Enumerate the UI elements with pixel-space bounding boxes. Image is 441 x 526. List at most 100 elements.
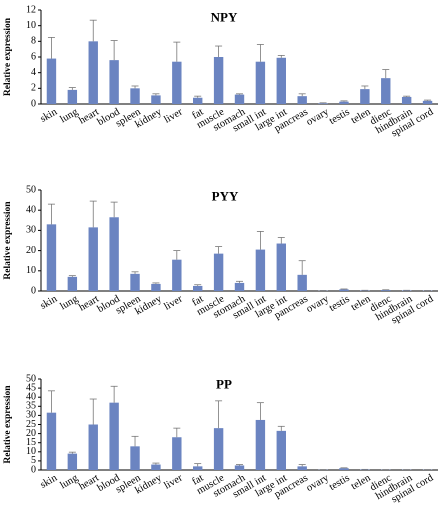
y-tick-label: 10: [26, 265, 36, 276]
x-category-label: skin: [38, 472, 59, 491]
bar: [151, 95, 161, 104]
bar: [422, 100, 433, 104]
bar: [339, 468, 349, 470]
bar-group: testis: [327, 467, 352, 493]
bar-group: heart: [77, 398, 101, 493]
y-tick-label: 20: [26, 245, 36, 256]
bar-group: fat: [190, 95, 205, 122]
bar: [276, 243, 286, 291]
y-tick-label: 10: [26, 20, 36, 31]
x-category-label: fat: [190, 473, 205, 488]
bar: [255, 249, 266, 291]
x-category-label: liver: [162, 106, 185, 125]
bar: [234, 282, 245, 291]
bar-group: ovary: [305, 290, 331, 315]
chart-pp: PP Relative expression 0510152025303540455…: [3, 373, 438, 505]
bar-group: telen: [349, 468, 373, 492]
bar-group: lung: [58, 87, 81, 125]
y-tick-label: 30: [26, 410, 36, 421]
bar: [46, 412, 57, 470]
y-tick-label: 4: [31, 67, 36, 78]
bar: [297, 96, 307, 104]
bar-group: skin: [38, 203, 60, 312]
bar: [360, 89, 370, 104]
bar: [381, 289, 391, 291]
bar: [276, 57, 286, 104]
bar: [255, 61, 266, 104]
y-axis-label: Relative expression: [3, 385, 13, 464]
bar: [234, 465, 245, 470]
y-tick-label: 40: [26, 204, 36, 215]
y-tick-label: 50: [26, 373, 36, 384]
x-category-label: fat: [190, 107, 205, 122]
chart-title: PYY: [212, 189, 239, 204]
bar: [401, 290, 412, 291]
bar: [88, 227, 98, 291]
x-category-label: lung: [58, 472, 80, 491]
bar-group: skin: [38, 390, 60, 491]
x-category-label: liver: [162, 472, 185, 491]
chart-title: PP: [216, 377, 232, 392]
x-category-label: fat: [190, 294, 205, 309]
bar-group: blood: [96, 201, 122, 315]
bar: [130, 446, 140, 470]
bar: [193, 466, 203, 470]
bar-group: heart: [77, 200, 101, 314]
bar: [67, 276, 78, 291]
bar: [276, 430, 286, 470]
bar: [172, 437, 182, 470]
bar: [88, 424, 98, 470]
y-tick-label: 50: [26, 184, 36, 195]
bar: [46, 58, 57, 104]
bar: [172, 259, 182, 291]
bar: [109, 60, 119, 104]
y-tick-label: 10: [26, 446, 36, 457]
bar: [130, 88, 140, 104]
bar-group: liver: [162, 250, 185, 313]
y-tick-label: 40: [26, 391, 36, 402]
chart-pyy: PYY Relative expression 0 10 20 30 40 50 skin lun…: [3, 184, 438, 326]
x-category-label: testis: [327, 473, 351, 493]
bar: [130, 273, 140, 291]
y-axis-label: Relative expression: [3, 17, 13, 96]
x-category-label: liver: [162, 293, 185, 312]
bar-group: ovary: [305, 102, 331, 128]
bar: [67, 453, 78, 470]
bar: [67, 89, 78, 104]
y-tick-label: 0: [31, 98, 36, 109]
y-tick-label: 30: [26, 225, 36, 236]
bar-group: testis: [327, 100, 352, 127]
y-tick-label: 2: [31, 83, 36, 94]
bar: [172, 61, 182, 104]
bar: [297, 466, 307, 470]
bar: [109, 217, 119, 291]
bar-group: telen: [349, 289, 373, 313]
y-tick-label: 12: [26, 4, 36, 15]
y-tick-label: 15: [26, 437, 36, 448]
bar: [234, 94, 245, 104]
y-tick-label: 20: [26, 428, 36, 439]
bar: [401, 96, 412, 104]
y-tick-label: 45: [26, 382, 36, 393]
y-axis-label: Relative expression: [3, 201, 13, 280]
x-category-label: skin: [38, 293, 59, 312]
bar: [109, 402, 119, 470]
x-category-label: skin: [38, 106, 59, 125]
bar: [339, 101, 349, 104]
bar-group: fat: [190, 463, 205, 488]
bar-group: lung: [58, 275, 81, 312]
y-tick-label: 35: [26, 401, 36, 412]
y-tick-label: 6: [31, 51, 36, 62]
bar: [46, 224, 57, 291]
x-category-label: testis: [327, 294, 351, 314]
bar: [339, 289, 349, 291]
bar: [193, 285, 203, 291]
chart-npy: NPY Relative expression 0 2 4 6 8 10 12 skin lungh…: [3, 4, 438, 139]
y-tick-label: 0: [31, 285, 36, 296]
bar: [88, 41, 98, 104]
bar-group: liver: [162, 41, 185, 126]
bar: [360, 290, 370, 291]
bar: [318, 103, 328, 104]
